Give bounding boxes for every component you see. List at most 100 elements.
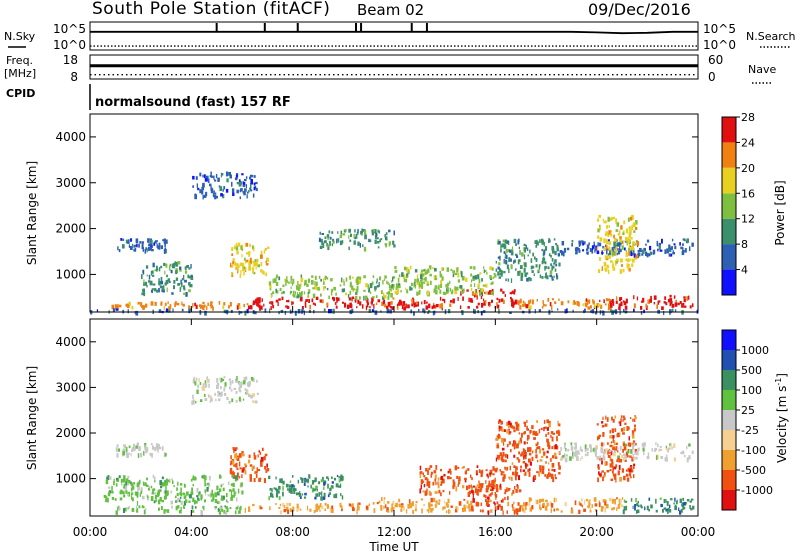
scatter-cell (250, 306, 253, 310)
scatter-cell (534, 309, 536, 314)
scatter-cell (214, 506, 217, 510)
scatter-cell (426, 481, 429, 487)
scatter-cell (143, 450, 145, 456)
scatter-cell (250, 183, 252, 189)
scatter-cell (504, 245, 507, 249)
scatter-cell (500, 248, 502, 253)
scatter-cell (146, 498, 150, 501)
scatter-cell (525, 304, 529, 309)
scatter-cell (238, 453, 242, 458)
scatter-cell (508, 487, 511, 491)
scatter-cell (306, 505, 309, 511)
scatter-cell (155, 444, 158, 449)
scatter-cell (204, 492, 207, 496)
scatter-cell (498, 421, 500, 424)
scatter-cell (598, 466, 600, 470)
scatter-cell (586, 302, 588, 308)
scatter-cell (504, 239, 508, 244)
scatter-cell (185, 292, 188, 297)
scatter-cell (141, 244, 144, 250)
scatter-cell (385, 243, 387, 248)
scatter-cell (269, 308, 271, 314)
scatter-cell (165, 478, 168, 484)
scatter-cell (270, 294, 272, 299)
scatter-cell (345, 277, 348, 282)
scatter-cell (626, 426, 629, 431)
scatter-cell (491, 292, 494, 295)
scatter-cell (154, 447, 157, 450)
scatter-cell (359, 243, 361, 248)
scatter-cell (472, 277, 475, 281)
scatter-cell (170, 500, 174, 505)
scatter-cell (454, 290, 458, 295)
scatter-cell (126, 453, 129, 458)
scatter-cell (313, 488, 316, 492)
scatter-cell (258, 297, 261, 303)
scatter-cell (500, 437, 504, 443)
scatter-cell (424, 490, 428, 495)
scatter-cell (520, 252, 524, 257)
scatter-cell (289, 290, 292, 295)
scatter-cell (232, 192, 235, 196)
scatter-cell (517, 260, 520, 265)
scatter-cell (331, 231, 334, 234)
scatter-cell (220, 386, 222, 390)
scatter-cell (382, 280, 384, 285)
scatter-cell (616, 222, 620, 227)
scatter-cell (169, 478, 171, 484)
scatter-cell (631, 225, 633, 231)
scatter-cell (509, 422, 512, 428)
scatter-cell (477, 492, 479, 496)
scatter-cell (515, 421, 518, 427)
scatter-cell (591, 309, 595, 314)
scatter-cell (528, 458, 531, 463)
scatter-cell (211, 187, 213, 193)
scatter-cell (498, 419, 501, 423)
scatter-cell (523, 449, 527, 454)
scatter-cell (160, 280, 164, 285)
scatter-cell (159, 285, 163, 289)
scatter-cell (237, 303, 241, 306)
scatter-cell (238, 461, 241, 467)
scatter-cell (285, 282, 287, 286)
scatter-cell (344, 228, 347, 232)
scatter-cell (407, 503, 410, 509)
scatter-cell (232, 261, 235, 265)
scatter-cell (281, 296, 284, 301)
scatter-cell (489, 472, 492, 475)
scatter-cell (119, 497, 123, 501)
scatter-cell (581, 449, 583, 452)
scatter-cell (492, 479, 495, 485)
scatter-cell (136, 500, 139, 506)
scatter-cell (330, 309, 332, 314)
scatter-cell (152, 474, 155, 479)
scatter-cell (350, 281, 352, 285)
scatter-cell (382, 292, 385, 298)
scatter-cell (613, 440, 616, 445)
scatter-cell (433, 288, 437, 291)
scatter-cell (457, 297, 459, 301)
scatter-cell (428, 310, 431, 313)
scatter-cell (379, 239, 381, 243)
scatter-cell (607, 442, 609, 445)
scatter-cell (263, 478, 266, 484)
scatter-cell (279, 478, 281, 483)
scatter-cell (311, 298, 314, 303)
scatter-cell (249, 176, 252, 180)
scatter-cell (406, 289, 409, 294)
scatter-cell (524, 262, 527, 268)
scatter-cell (518, 451, 520, 455)
scatter-cell (523, 509, 526, 514)
scatter-cell (597, 218, 600, 222)
scatter-cell (279, 503, 282, 507)
scatter-cell (677, 302, 680, 306)
scatter-cell (194, 477, 197, 481)
scatter-cell (522, 469, 526, 472)
scatter-cell (290, 508, 293, 513)
scatter-cell (526, 463, 529, 467)
scatter-cell (630, 251, 633, 257)
scatter-cell (414, 504, 417, 509)
scatter-cell (468, 297, 470, 303)
scatter-cell (430, 508, 433, 513)
scatter-cell (515, 476, 517, 481)
